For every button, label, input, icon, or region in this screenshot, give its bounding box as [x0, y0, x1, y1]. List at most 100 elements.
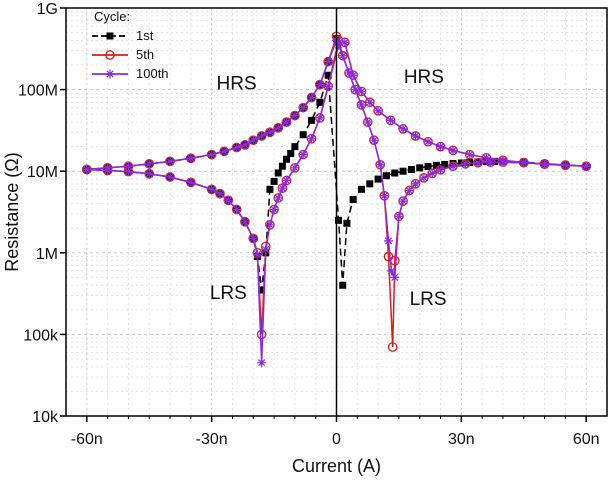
data-point-100th	[232, 143, 242, 153]
data-point-100th	[273, 193, 283, 203]
data-point-1st	[407, 165, 415, 173]
legend-label-1st: 1st	[136, 28, 154, 43]
data-point-100th	[273, 123, 283, 133]
data-point-100th	[448, 145, 458, 155]
data-point-100th	[404, 186, 414, 196]
data-point-100th	[315, 80, 325, 90]
data-point-100th	[356, 86, 366, 96]
data-point-100th	[375, 160, 385, 170]
data-point-100th	[261, 244, 271, 254]
data-point-100th	[398, 196, 408, 206]
data-point-100th	[394, 211, 404, 221]
legend-title: Cycle:	[94, 9, 130, 24]
y-tick-label: 100M	[18, 83, 58, 100]
data-point-1st	[441, 160, 449, 168]
data-point-100th	[323, 57, 333, 67]
legend-marker-100th	[105, 69, 115, 79]
data-point-100th	[485, 157, 495, 167]
data-point-100th	[498, 155, 508, 165]
data-point-100th	[248, 233, 258, 243]
data-point-100th	[240, 140, 250, 150]
y-tick-label: 10k	[32, 409, 59, 426]
y-axis-title: Resistance (Ω)	[2, 152, 22, 272]
data-point-100th	[448, 161, 458, 171]
data-point-100th	[223, 195, 233, 205]
data-point-1st	[366, 180, 374, 188]
data-point-100th	[323, 81, 333, 91]
data-point-100th	[123, 167, 133, 177]
data-point-100th	[248, 135, 258, 145]
data-point-100th	[186, 177, 196, 187]
data-point-100th	[398, 124, 408, 134]
data-point-100th	[290, 163, 300, 173]
data-point-100th	[315, 113, 325, 123]
data-point-100th	[369, 135, 379, 145]
data-point-1st	[339, 281, 347, 289]
data-point-100th	[386, 115, 396, 125]
data-point-100th	[340, 37, 350, 47]
legend-marker-1st	[106, 32, 114, 40]
axis-ticks: -60n -30n 0 30n 60n 10k 100k 1M 10M 100M 1G	[18, 1, 600, 448]
data-point-100th	[427, 168, 437, 178]
data-point-1st	[324, 71, 332, 79]
data-point-1st	[357, 185, 365, 193]
data-point-100th	[386, 266, 396, 276]
data-point-100th	[165, 156, 175, 166]
data-point-100th	[540, 159, 550, 169]
data-point-100th	[363, 117, 373, 127]
data-point-100th	[290, 111, 300, 121]
data-point-100th	[215, 189, 225, 199]
data-point-100th	[307, 93, 317, 103]
data-point-1st	[299, 131, 307, 139]
annotation-hrs: HRS	[217, 74, 257, 95]
data-point-1st	[416, 164, 424, 172]
data-point-100th	[165, 172, 175, 182]
y-tick-label: 1G	[37, 1, 58, 18]
x-tick-label: 0	[332, 431, 341, 448]
data-point-1st	[278, 162, 286, 170]
data-point-1st	[274, 169, 282, 177]
data-point-100th	[240, 217, 250, 227]
data-point-1st	[374, 175, 382, 183]
data-point-100th	[436, 142, 446, 152]
data-point-100th	[219, 146, 229, 156]
data-point-1st	[382, 172, 390, 180]
x-tick-label: -30n	[196, 431, 228, 448]
data-point-100th	[423, 137, 433, 147]
data-point-100th	[207, 150, 217, 160]
data-point-100th	[344, 68, 354, 78]
data-point-100th	[373, 106, 383, 116]
data-point-100th	[252, 250, 262, 260]
data-point-100th	[473, 158, 483, 168]
data-point-100th	[277, 183, 287, 193]
data-point-100th	[348, 70, 358, 80]
annotation-hrs: HRS	[404, 67, 444, 88]
legend-label-5th: 5th	[136, 47, 154, 62]
data-point-100th	[334, 40, 344, 50]
legend-marker-5th	[105, 50, 115, 60]
data-point-1st	[283, 155, 291, 163]
data-point-100th	[207, 184, 217, 194]
y-tick-label: 10M	[27, 164, 58, 181]
annotation-lrs: LRS	[410, 289, 447, 310]
data-point-1st	[316, 98, 324, 106]
data-point-100th	[436, 165, 446, 175]
data-point-100th	[123, 161, 133, 171]
data-point-100th	[257, 358, 267, 368]
data-point-100th	[419, 173, 429, 183]
data-point-100th	[265, 127, 275, 137]
series-layer	[81, 31, 592, 368]
data-point-100th	[384, 236, 394, 246]
data-point-100th	[338, 51, 348, 61]
series-100th	[82, 35, 591, 368]
data-point-100th	[82, 164, 92, 174]
data-point-1st	[343, 219, 351, 227]
data-point-100th	[465, 150, 475, 160]
data-point-1st	[266, 185, 274, 193]
data-point-1st	[287, 149, 295, 157]
data-point-1st	[291, 143, 299, 151]
data-point-1st	[424, 163, 432, 171]
data-point-100th	[350, 85, 360, 95]
data-point-100th	[232, 204, 242, 214]
data-point-1st	[258, 286, 266, 294]
